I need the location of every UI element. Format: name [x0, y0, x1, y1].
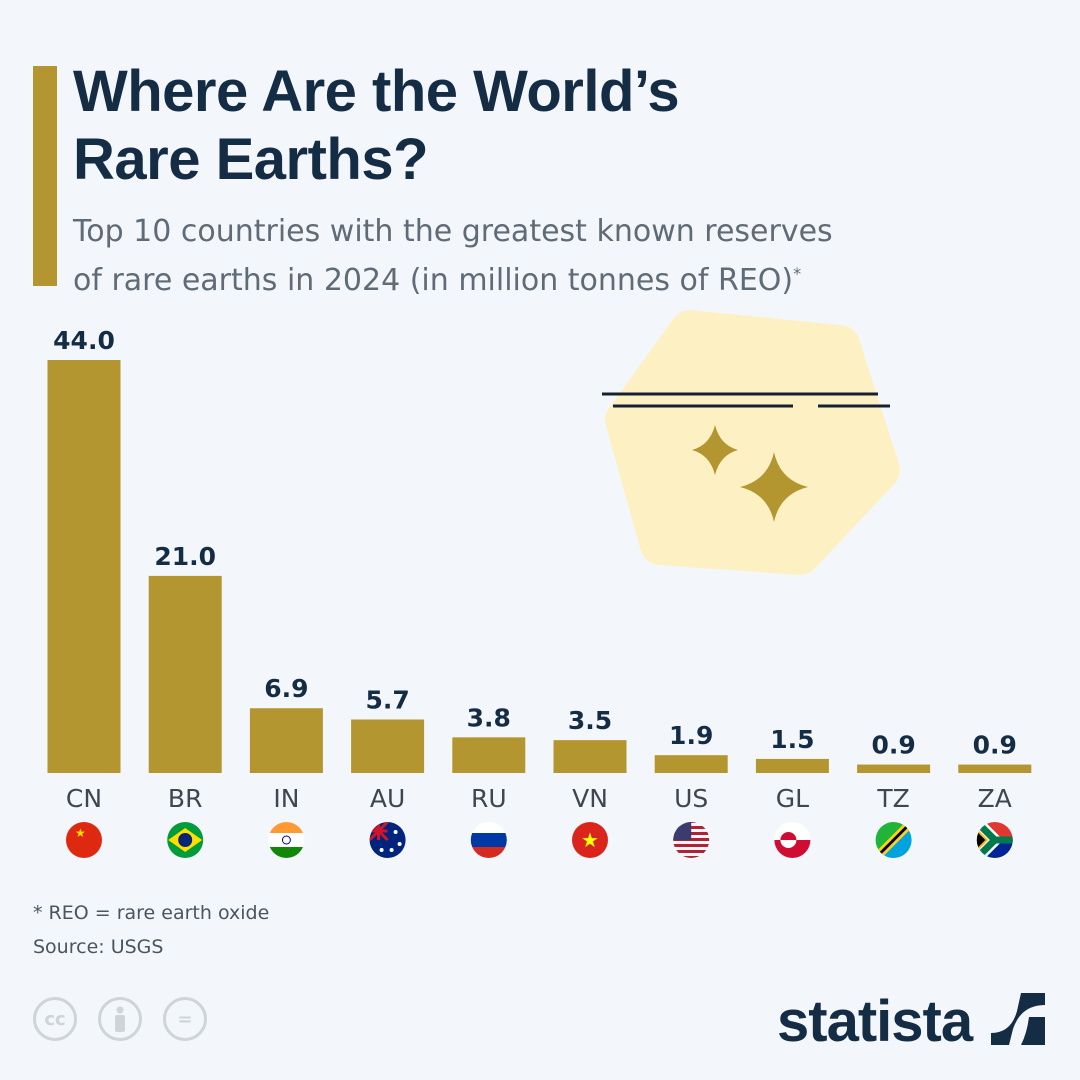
china-flag-icon: ★	[66, 822, 102, 858]
bar-IN	[249, 708, 323, 773]
sparkle-illustration	[602, 310, 900, 575]
brazil-flag-icon	[167, 822, 204, 858]
value-label-GL: 1.5	[770, 725, 814, 754]
source: Source: USGS	[33, 936, 164, 958]
value-label-US: 1.9	[669, 721, 713, 750]
category-label-US: US	[674, 784, 708, 813]
russia-flag-icon	[470, 822, 507, 858]
statista-logo-text: statista	[777, 989, 973, 1054]
statista-logo-icon	[991, 993, 1046, 1045]
statista-logo[interactable]: statista	[777, 988, 1046, 1055]
cc-icon[interactable]: cc	[33, 997, 77, 1041]
category-label-VN: VN	[572, 784, 608, 813]
bar-TZ	[857, 764, 931, 773]
india-flag-icon	[268, 822, 305, 858]
bar-VN	[553, 740, 627, 773]
category-label-TZ: TZ	[876, 784, 909, 813]
greenland-flag-icon	[774, 822, 811, 858]
category-label-IN: IN	[273, 784, 299, 813]
accent-bar	[33, 66, 57, 286]
category-label-GL: GL	[776, 784, 809, 813]
attribution-icon[interactable]	[98, 997, 142, 1041]
category-label-BR: BR	[168, 784, 203, 813]
category-label-CN: CN	[66, 784, 102, 813]
category-label-RU: RU	[471, 784, 507, 813]
category-label-ZA: ZA	[978, 784, 1012, 813]
subtitle-line-1: Top 10 countries with the greatest known…	[73, 214, 833, 249]
title-line-1: Where Are the World’s	[73, 59, 680, 124]
usa-flag-icon	[673, 822, 710, 858]
value-label-CN: 44.0	[53, 326, 115, 355]
bar-ZA	[958, 764, 1032, 773]
tanzania-flag-icon	[875, 822, 912, 858]
value-label-IN: 6.9	[264, 674, 308, 703]
no-derivatives-icon[interactable]: =	[163, 997, 207, 1041]
footnote-marker: *	[793, 264, 802, 283]
value-label-RU: 3.8	[467, 703, 511, 732]
value-label-BR: 21.0	[154, 542, 216, 571]
title-line-2: Rare Earths?	[73, 127, 429, 192]
no-derivatives-icon-text: =	[177, 1008, 193, 1030]
category-label-AU: AU	[370, 784, 405, 813]
australia-flag-icon	[369, 822, 406, 858]
svg-text:★: ★	[581, 828, 599, 852]
bar-BR	[148, 575, 222, 773]
page-title: Where Are the World’s Rare Earths?	[73, 58, 680, 194]
value-label-AU: 5.7	[365, 685, 409, 714]
footnote: * REO = rare earth oxide	[33, 902, 270, 924]
cc-icon-text: cc	[44, 1008, 66, 1030]
subtitle-line-2: of rare earths in 2024 (in million tonne…	[73, 263, 794, 298]
south-africa-flag-icon	[976, 822, 1013, 858]
svg-text:★: ★	[75, 826, 86, 840]
bar-AU	[351, 719, 425, 773]
value-label-TZ: 0.9	[871, 731, 915, 760]
value-label-ZA: 0.9	[973, 731, 1017, 760]
vietnam-flag-icon: ★	[572, 822, 608, 858]
bar-GL	[755, 758, 829, 773]
bar-CN	[47, 360, 121, 773]
person-glyph	[115, 1006, 125, 1032]
bar-RU	[452, 737, 526, 773]
subtitle: Top 10 countries with the greatest known…	[73, 211, 833, 302]
bar-US	[654, 755, 728, 773]
value-label-VN: 3.5	[568, 706, 612, 735]
